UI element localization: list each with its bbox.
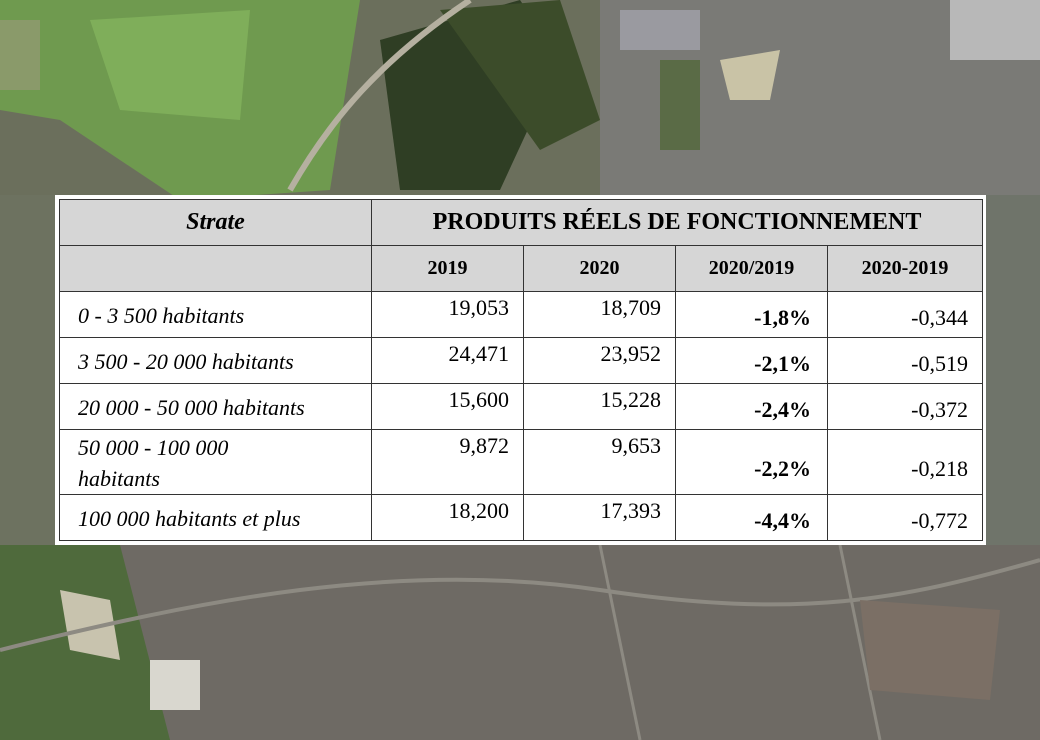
ratio-cell: -2,2% bbox=[675, 429, 828, 495]
strate-cell: 100 000 habitants et plus bbox=[59, 494, 372, 541]
column-header-ratio: 2020/2019 bbox=[675, 245, 828, 292]
diff-cell: -0,344 bbox=[827, 291, 983, 338]
table-row: 100 000 habitants et plus 18,200 17,393 … bbox=[59, 494, 983, 541]
value-2019-cell: 24,471 bbox=[371, 337, 524, 384]
diff-cell: -0,218 bbox=[827, 429, 983, 495]
produits-table-card: Strate PRODUITS RÉELS DE FONCTIONNEMENT … bbox=[55, 195, 986, 545]
value-2020-cell: 23,952 bbox=[523, 337, 676, 384]
diff-cell: -0,372 bbox=[827, 383, 983, 430]
value-2020-cell: 9,653 bbox=[523, 429, 676, 495]
table-row: 20 000 - 50 000 habitants 15,600 15,228 … bbox=[59, 383, 983, 430]
strate-header: Strate bbox=[59, 199, 372, 246]
strate-line-1: 50 000 - 100 000 bbox=[78, 435, 229, 460]
ratio-cell: -2,1% bbox=[675, 337, 828, 384]
empty-subheader bbox=[59, 245, 372, 292]
value-2020-cell: 18,709 bbox=[523, 291, 676, 338]
table-title-header: PRODUITS RÉELS DE FONCTIONNEMENT bbox=[371, 199, 983, 246]
strate-cell: 3 500 - 20 000 habitants bbox=[59, 337, 372, 384]
value-2019-cell: 9,872 bbox=[371, 429, 524, 495]
ratio-cell: -2,4% bbox=[675, 383, 828, 430]
ratio-cell: -1,8% bbox=[675, 291, 828, 338]
strate-cell: 50 000 - 100 000 habitants bbox=[59, 429, 372, 495]
value-2019-cell: 18,200 bbox=[371, 494, 524, 541]
value-2020-cell: 17,393 bbox=[523, 494, 676, 541]
diff-cell: -0,519 bbox=[827, 337, 983, 384]
strate-line-2: habitants bbox=[78, 466, 160, 491]
ratio-cell: -4,4% bbox=[675, 494, 828, 541]
strate-cell: 20 000 - 50 000 habitants bbox=[59, 383, 372, 430]
value-2019-cell: 15,600 bbox=[371, 383, 524, 430]
strate-cell: 0 - 3 500 habitants bbox=[59, 291, 372, 338]
column-header-2019: 2019 bbox=[371, 245, 524, 292]
produits-reels-table: Strate PRODUITS RÉELS DE FONCTIONNEMENT … bbox=[59, 199, 983, 541]
column-header-2020: 2020 bbox=[523, 245, 676, 292]
table-row: 0 - 3 500 habitants 19,053 18,709 -1,8% … bbox=[59, 291, 983, 338]
value-2019-cell: 19,053 bbox=[371, 291, 524, 338]
table-row: 3 500 - 20 000 habitants 24,471 23,952 -… bbox=[59, 337, 983, 384]
table-header-row: Strate PRODUITS RÉELS DE FONCTIONNEMENT bbox=[59, 199, 983, 246]
value-2020-cell: 15,228 bbox=[523, 383, 676, 430]
diff-cell: -0,772 bbox=[827, 494, 983, 541]
column-header-diff: 2020-2019 bbox=[827, 245, 983, 292]
table-row: 50 000 - 100 000 habitants 9,872 9,653 -2… bbox=[59, 429, 983, 495]
table-subheader-row: 2019 2020 2020/2019 2020-2019 bbox=[59, 245, 983, 292]
